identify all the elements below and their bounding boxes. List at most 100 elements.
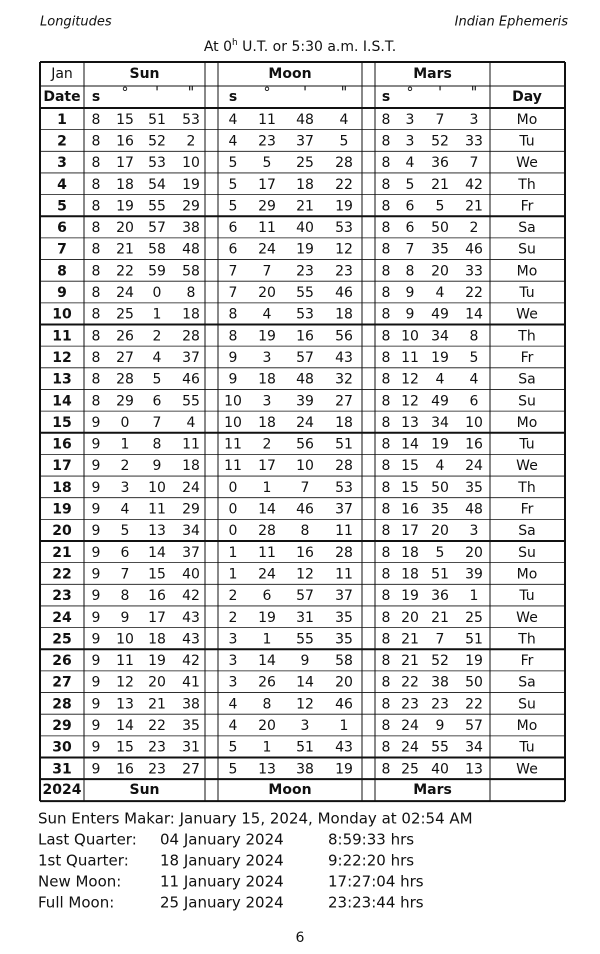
- longitude-value: 6: [406, 220, 415, 236]
- longitude-value: 8: [92, 328, 101, 344]
- longitude-value: 12: [116, 675, 134, 691]
- longitude-value: 42: [182, 588, 200, 604]
- longitude-value: 22: [401, 675, 419, 691]
- longitude-value: 26: [116, 328, 134, 344]
- longitude-value: 29: [182, 198, 200, 214]
- longitude-value: 43: [182, 610, 200, 626]
- weekday: Th: [517, 177, 535, 193]
- subtitle: At 0h U.T. or 5:30 a.m. I.S.T.: [204, 38, 396, 56]
- longitude-value: 2: [187, 133, 196, 149]
- longitude-value: 37: [296, 133, 314, 149]
- longitude-value: 19: [465, 653, 483, 669]
- longitude-value: 25: [296, 155, 314, 171]
- longitude-value: 8: [470, 328, 479, 344]
- longitude-value: 4: [263, 307, 272, 323]
- longitude-value: 11: [258, 112, 276, 128]
- longitude-value: 8: [382, 133, 391, 149]
- longitude-value: 8: [382, 198, 391, 214]
- date: 9: [57, 285, 67, 301]
- longitude-value: 18: [116, 177, 134, 193]
- longitude-value: 8: [92, 198, 101, 214]
- longitude-value: 8: [382, 740, 391, 756]
- longitude-value: 22: [465, 696, 483, 712]
- longitude-value: 11: [335, 523, 353, 539]
- longitude-value: 18: [401, 545, 419, 561]
- longitude-value: 15: [116, 740, 134, 756]
- longitude-value: 50: [431, 480, 449, 496]
- weekday: We: [516, 610, 538, 626]
- longitude-value: 35: [182, 718, 200, 734]
- longitude-value: 11: [116, 653, 134, 669]
- longitude-value: 37: [335, 502, 353, 518]
- longitude-value: 42: [182, 653, 200, 669]
- date: 16: [52, 437, 71, 453]
- longitude-value: 21: [465, 198, 483, 214]
- unit-label: °: [264, 85, 271, 101]
- longitude-value: 12: [401, 393, 419, 409]
- longitude-value: 7: [406, 242, 415, 258]
- longitude-value: 4: [229, 696, 238, 712]
- weekday: Fr: [521, 502, 534, 518]
- longitude-value: 1: [229, 545, 238, 561]
- longitude-value: 9: [92, 523, 101, 539]
- date: 5: [57, 198, 67, 214]
- weekday: Sa: [518, 523, 535, 539]
- longitude-value: 59: [148, 263, 166, 279]
- longitude-value: 19: [335, 761, 353, 777]
- date: 2: [57, 133, 67, 149]
- longitude-value: 2: [229, 588, 238, 604]
- longitude-value: 2: [121, 458, 130, 474]
- longitude-value: 7: [229, 263, 238, 279]
- longitude-value: 24: [116, 285, 134, 301]
- unit-label: ": [188, 85, 194, 101]
- longitude-value: 4: [229, 133, 238, 149]
- longitude-value: 14: [258, 502, 276, 518]
- longitude-value: 8: [229, 328, 238, 344]
- longitude-value: 13: [401, 415, 419, 431]
- phase-date: 18 January 2024: [160, 852, 284, 870]
- longitude-value: 13: [148, 523, 166, 539]
- weekday: Mo: [517, 112, 538, 128]
- longitude-value: 3: [263, 393, 272, 409]
- phase-label: 1st Quarter:: [38, 852, 129, 870]
- date: 31: [52, 761, 71, 777]
- longitude-value: 17: [116, 155, 134, 171]
- longitude-value: 7: [229, 285, 238, 301]
- longitude-value: 4: [436, 458, 445, 474]
- longitude-value: 20: [465, 545, 483, 561]
- longitude-value: 35: [335, 610, 353, 626]
- longitude-value: 8: [382, 502, 391, 518]
- longitude-value: 5: [229, 740, 238, 756]
- longitude-value: 8: [92, 307, 101, 323]
- longitude-value: 7: [263, 263, 272, 279]
- longitude-value: 8: [382, 415, 391, 431]
- longitude-value: 8: [382, 675, 391, 691]
- longitude-value: 8: [382, 372, 391, 388]
- longitude-value: 19: [335, 198, 353, 214]
- header-left: Longitudes: [40, 15, 112, 30]
- longitude-value: 53: [182, 112, 200, 128]
- longitude-value: 9: [92, 696, 101, 712]
- longitude-value: 21: [148, 696, 166, 712]
- longitude-value: 55: [296, 631, 314, 647]
- longitude-value: 17: [258, 458, 276, 474]
- longitude-value: 52: [431, 133, 449, 149]
- weekday: Sa: [518, 220, 535, 236]
- longitude-value: 20: [431, 263, 449, 279]
- longitude-value: 4: [229, 112, 238, 128]
- longitude-value: 9: [436, 718, 445, 734]
- longitude-value: 19: [258, 328, 276, 344]
- longitude-value: 8: [382, 328, 391, 344]
- longitude-value: 26: [258, 675, 276, 691]
- longitude-value: 4: [436, 372, 445, 388]
- longitude-value: 9: [92, 480, 101, 496]
- longitude-value: 9: [406, 307, 415, 323]
- longitude-value: 2: [153, 328, 162, 344]
- longitude-value: 25: [465, 610, 483, 626]
- date: 30: [52, 740, 72, 756]
- longitude-value: 41: [182, 675, 200, 691]
- unit-label: ": [341, 85, 347, 101]
- longitude-value: 9: [92, 502, 101, 518]
- month: Jan: [50, 66, 73, 82]
